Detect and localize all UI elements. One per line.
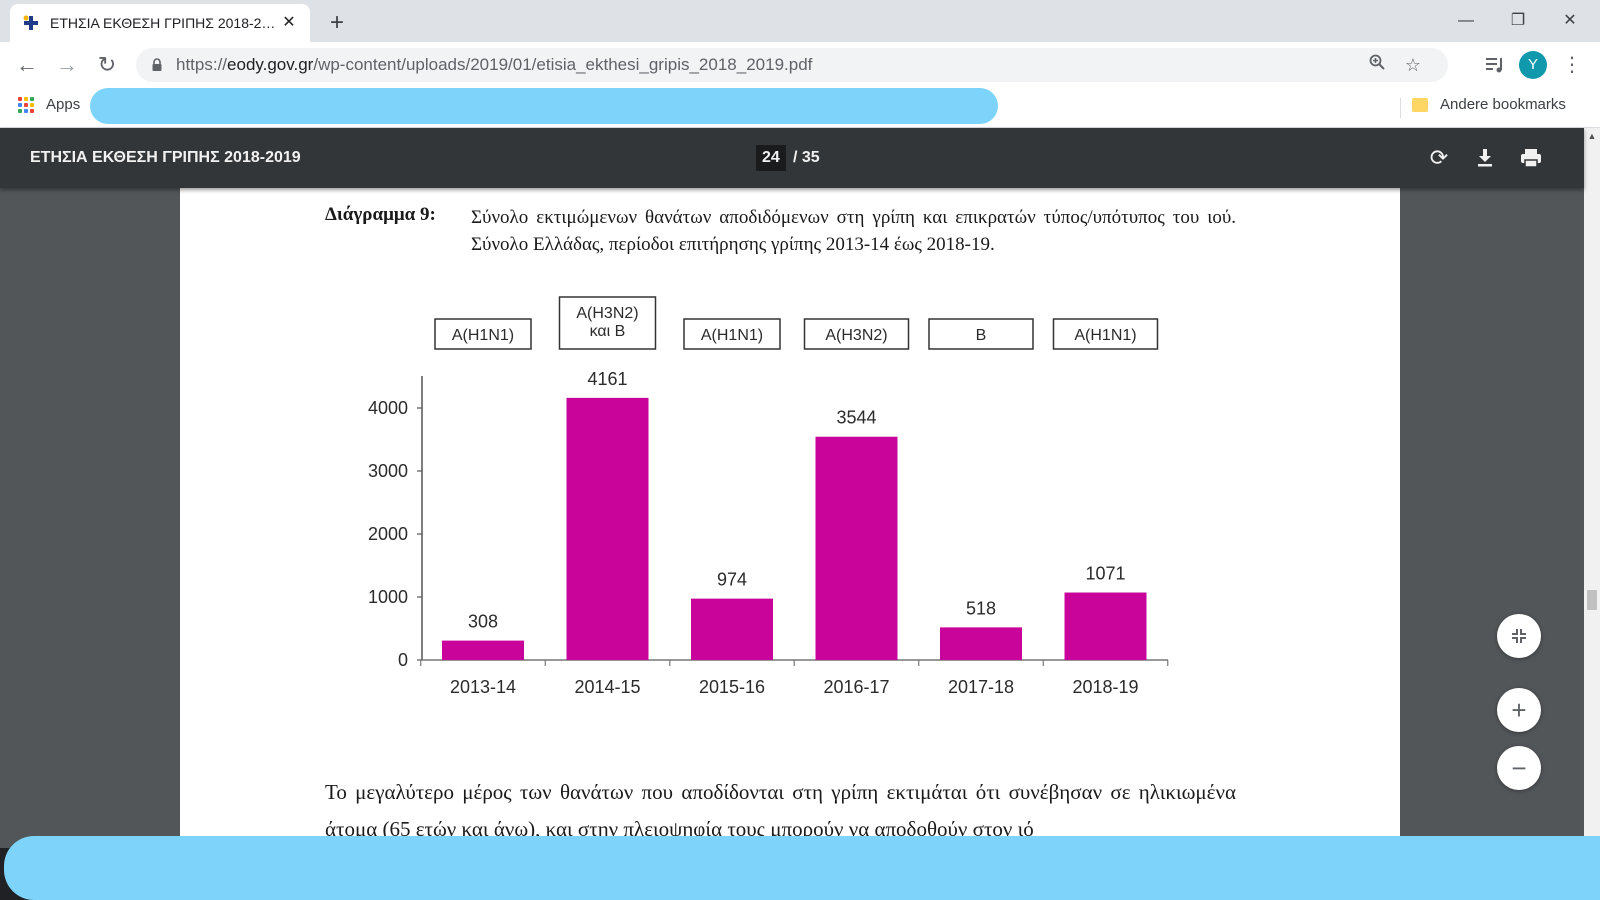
media-queue-icon[interactable]: [1480, 50, 1510, 80]
subtype-label: A(H3N2): [825, 327, 887, 344]
fit-page-icon: [1512, 629, 1526, 643]
zoom-out-button[interactable]: −: [1497, 746, 1541, 790]
page-total: / 35: [793, 149, 820, 166]
new-tab-button[interactable]: +: [329, 9, 344, 36]
url-path: /wp-content/uploads/2019/01/etisia_ekthe…: [313, 55, 813, 74]
tab-strip: ΕΤΗΣΙΑ ΕΚΘΕΣΗ ΓΡΙΠΗΣ 2018-2019 ✕ + — ❐ ✕: [0, 0, 1600, 42]
chart-labels: 308 2013-14 4161 2014-15 974 2015-16 3544 2016-…: [450, 369, 1139, 697]
lock-icon[interactable]: [150, 58, 164, 72]
apps-grid-icon: [18, 96, 34, 113]
y-tick-label: 3000: [368, 461, 408, 481]
subtype-label: A(H1N1): [452, 327, 514, 344]
bookmark-star-icon[interactable]: ☆: [1404, 55, 1422, 75]
bar: [442, 640, 524, 660]
chart-axes: 0 1000 2000 3000 4000: [368, 376, 1169, 670]
bar: [691, 598, 773, 660]
subtype-box: [803, 318, 910, 350]
subtype-box: [558, 296, 657, 350]
x-tick-label: 2018-19: [1072, 677, 1138, 697]
subtype-box: [1052, 318, 1159, 350]
zoom-in-button[interactable]: +: [1497, 688, 1541, 732]
chart-bars: [442, 397, 1147, 660]
subtype-box: [683, 318, 781, 350]
page-number-input[interactable]: 24: [756, 145, 786, 171]
subtype-label: A(H1N1): [1074, 327, 1136, 344]
y-tick-label: 2000: [368, 524, 408, 544]
redaction-mark-top: [90, 88, 998, 124]
subtype-box: [928, 318, 1034, 350]
x-tick-label: 2016-17: [823, 677, 889, 697]
x-tick-label: 2014-15: [574, 677, 640, 697]
figure-caption-text: Σύνολο εκτιμώμενων θανάτων αποδιδόμενων …: [471, 207, 1236, 255]
tab-active[interactable]: ΕΤΗΣΙΑ ΕΚΘΕΣΗ ΓΡΙΠΗΣ 2018-2019 ✕: [10, 4, 310, 42]
y-tick-label: 1000: [368, 587, 408, 607]
other-bookmarks-label: Andere bookmarks: [1440, 96, 1566, 113]
pdf-title: ΕΤΗΣΙΑ ΕΚΘΕΣΗ ΓΡΙΠΗΣ 2018-2019: [30, 149, 301, 166]
bar: [566, 397, 649, 660]
profile-avatar[interactable]: Y: [1519, 51, 1547, 79]
x-tick-label: 2017-18: [948, 677, 1014, 697]
subtype-label: και B: [590, 323, 626, 340]
print-icon[interactable]: [1516, 143, 1546, 173]
window-close-button[interactable]: ✕: [1563, 12, 1577, 29]
subtype-label: A(H1N1): [701, 327, 763, 344]
figure-caption-label: Διάγραμμα 9:: [325, 204, 436, 225]
more-menu-icon[interactable]: ⋮: [1562, 54, 1582, 76]
eody-favicon-icon: [22, 14, 40, 32]
fit-to-page-button[interactable]: [1497, 614, 1541, 658]
subtype-label: B: [976, 327, 987, 344]
bar: [1064, 592, 1147, 660]
y-tick-label: 4000: [368, 398, 408, 418]
folder-icon: [1412, 97, 1428, 112]
data-label: 1071: [1085, 564, 1125, 584]
pdf-toolbar: ΕΤΗΣΙΑ ΕΚΘΕΣΗ ΓΡΙΠΗΣ 2018-2019 24 / 35 ⟳: [0, 128, 1584, 188]
bar: [815, 436, 898, 660]
x-tick-label: 2015-16: [699, 677, 765, 697]
url-text[interactable]: https://eody.gov.gr/wp-content/uploads/2…: [176, 55, 812, 75]
apps-shortcut[interactable]: Apps: [18, 96, 80, 113]
url-scheme: https://: [176, 55, 228, 74]
forward-button[interactable]: →: [56, 52, 78, 77]
data-label: 3544: [836, 408, 876, 428]
subtype-label: A(H3N2): [576, 305, 638, 322]
bar: [940, 627, 1022, 660]
redaction-mark-bottom: [4, 836, 1600, 900]
bookmarks-separator: [1400, 98, 1401, 118]
download-icon[interactable]: [1470, 143, 1500, 173]
x-tick-label: 2013-14: [450, 677, 516, 697]
reload-button[interactable]: ↻: [97, 52, 117, 77]
apps-label: Apps: [46, 96, 81, 113]
data-label: 308: [468, 612, 498, 632]
chart-annotations: A(H1N1)A(H3N2)και B A(H1N1) A(H3N2) B A(H1N1…: [434, 296, 1159, 350]
scrollbar-thumb[interactable]: [1587, 590, 1597, 610]
tab-close-icon[interactable]: ✕: [282, 14, 296, 31]
zoom-magnifier-icon[interactable]: [1364, 52, 1390, 78]
y-tick-label: 0: [398, 650, 408, 670]
back-button[interactable]: ←: [16, 52, 38, 77]
address-bar[interactable]: https://eody.gov.gr/wp-content/uploads/2…: [136, 48, 1448, 82]
scroll-up-icon[interactable]: ▲: [1587, 131, 1597, 141]
vertical-scrollbar[interactable]: ▲ ▼: [1584, 128, 1600, 848]
pdf-page: Διάγραμμα 9: Σύνολο εκτιμώμενων θανάτων …: [180, 188, 1400, 850]
other-bookmarks[interactable]: Andere bookmarks: [1412, 96, 1566, 113]
browser-toolbar: ← → ↻ https://eody.gov.gr/wp-content/upl…: [0, 42, 1600, 88]
restore-button[interactable]: ❐: [1510, 12, 1526, 29]
minimize-button[interactable]: —: [1458, 12, 1474, 29]
url-host: eody.gov.gr: [227, 55, 314, 74]
tab-title: ΕΤΗΣΙΑ ΕΚΘΕΣΗ ΓΡΙΠΗΣ 2018-2019: [50, 15, 280, 31]
rotate-icon[interactable]: ⟳: [1429, 145, 1449, 170]
data-label: 518: [966, 598, 996, 618]
data-label: 974: [717, 570, 747, 590]
subtype-box: [434, 318, 532, 350]
data-label: 4161: [587, 369, 627, 389]
